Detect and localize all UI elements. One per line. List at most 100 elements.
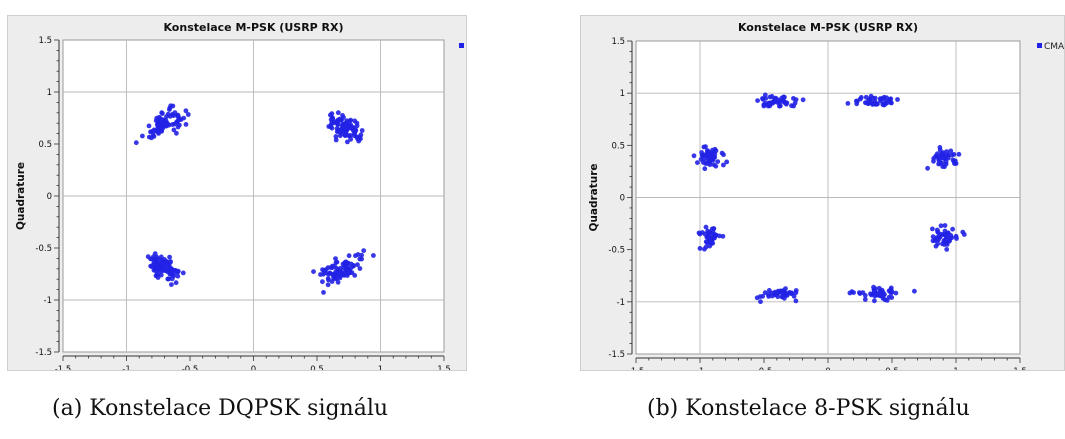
- data-point: [359, 128, 365, 133]
- data-point: [773, 95, 779, 101]
- scatter-chart-dqpsk: Konstelace M-PSK (USRP RX) -1.5 -1 -0.5 0 0.5…: [15, 21, 464, 370]
- figure-caption-b: (b) Konstelace 8-PSK signálu: [647, 396, 970, 421]
- y-tick-label: 0: [47, 192, 52, 202]
- data-point: [710, 157, 716, 163]
- data-point: [851, 290, 856, 295]
- data-point: [866, 98, 872, 103]
- x-tick-label: -1.5: [628, 367, 645, 370]
- data-point: [777, 103, 782, 109]
- data-point: [343, 263, 349, 269]
- data-point: [168, 113, 173, 119]
- data-point: [346, 270, 352, 276]
- y-tick-label: 1: [620, 89, 625, 99]
- data-point: [888, 96, 894, 102]
- data-point: [146, 123, 152, 129]
- data-point: [334, 276, 339, 281]
- data-point: [934, 227, 940, 233]
- data-point: [169, 276, 175, 282]
- x-tick-label: 0: [825, 367, 830, 370]
- data-point: [956, 151, 962, 157]
- x-tick-label: 1.5: [1013, 367, 1027, 370]
- data-point: [335, 279, 341, 285]
- y-tick-label: -0.5: [608, 246, 625, 256]
- x-tick-label: 1.5: [437, 365, 451, 370]
- data-point: [348, 125, 354, 131]
- data-point: [800, 97, 806, 103]
- data-point: [952, 161, 957, 167]
- data-point: [701, 156, 707, 162]
- data-point: [793, 97, 799, 102]
- data-point: [155, 122, 161, 128]
- data-point: [939, 151, 945, 157]
- data-point: [352, 118, 358, 124]
- data-point: [776, 99, 781, 105]
- data-point: [161, 123, 167, 129]
- data-point: [875, 101, 880, 107]
- data-point: [793, 298, 799, 304]
- data-point: [170, 103, 176, 109]
- data-point: [348, 117, 354, 123]
- data-point: [167, 254, 173, 260]
- y-tick-label: 0: [620, 194, 625, 204]
- data-point: [889, 100, 894, 106]
- y-tick-label: -0.5: [35, 244, 52, 254]
- data-point: [311, 269, 316, 274]
- x-tick-label: -0.5: [182, 365, 199, 370]
- data-point: [702, 246, 707, 252]
- data-point: [937, 147, 943, 153]
- data-point: [888, 285, 894, 291]
- data-point: [344, 118, 350, 124]
- data-point: [329, 125, 335, 131]
- chart-title: Konstelace M-PSK (USRP RX): [163, 21, 343, 34]
- data-point: [879, 96, 885, 101]
- data-point: [334, 129, 340, 135]
- data-point: [173, 280, 179, 286]
- data-point: [697, 246, 703, 251]
- data-point: [942, 223, 948, 228]
- data-point: [711, 150, 716, 156]
- data-point: [174, 119, 180, 125]
- legend-label: CMA: [1044, 42, 1064, 52]
- data-point: [858, 95, 864, 100]
- data-point: [338, 265, 343, 271]
- data-point: [328, 112, 333, 118]
- data-point: [713, 163, 719, 169]
- data-point: [359, 256, 364, 262]
- data-point: [757, 294, 763, 299]
- data-point: [791, 293, 797, 299]
- data-point: [371, 253, 376, 258]
- data-point: [782, 94, 787, 100]
- data-point: [925, 165, 930, 171]
- data-point: [766, 288, 772, 293]
- data-point: [868, 93, 874, 99]
- data-point: [868, 291, 873, 297]
- data-point: [888, 290, 894, 296]
- y-tick-label: -1: [44, 296, 52, 306]
- data-point: [329, 265, 335, 271]
- scatter-series-cma: [691, 92, 967, 305]
- data-point: [876, 292, 881, 298]
- data-point: [942, 164, 947, 170]
- data-point: [960, 229, 966, 235]
- data-point: [761, 103, 767, 109]
- data-point: [944, 149, 950, 155]
- x-tick-label: -0.5: [756, 367, 773, 370]
- data-point: [937, 158, 942, 164]
- data-point: [171, 127, 177, 133]
- data-point: [352, 127, 357, 133]
- data-point: [333, 272, 339, 278]
- data-point: [348, 133, 354, 138]
- x-tick-label: 1: [953, 367, 958, 370]
- data-point: [169, 282, 174, 287]
- data-point: [724, 159, 730, 165]
- data-point: [320, 267, 325, 273]
- data-point: [333, 134, 339, 139]
- data-point: [895, 97, 900, 102]
- data-point: [949, 152, 955, 158]
- data-point: [755, 98, 760, 103]
- data-point: [862, 297, 868, 302]
- data-point: [709, 239, 714, 245]
- chart-frame-b: Konstelace M-PSK (USRP RX) -1.5 -1 -0.5 0 0.5…: [580, 15, 1065, 371]
- x-tick-label: 0: [251, 365, 256, 370]
- data-point: [791, 103, 796, 109]
